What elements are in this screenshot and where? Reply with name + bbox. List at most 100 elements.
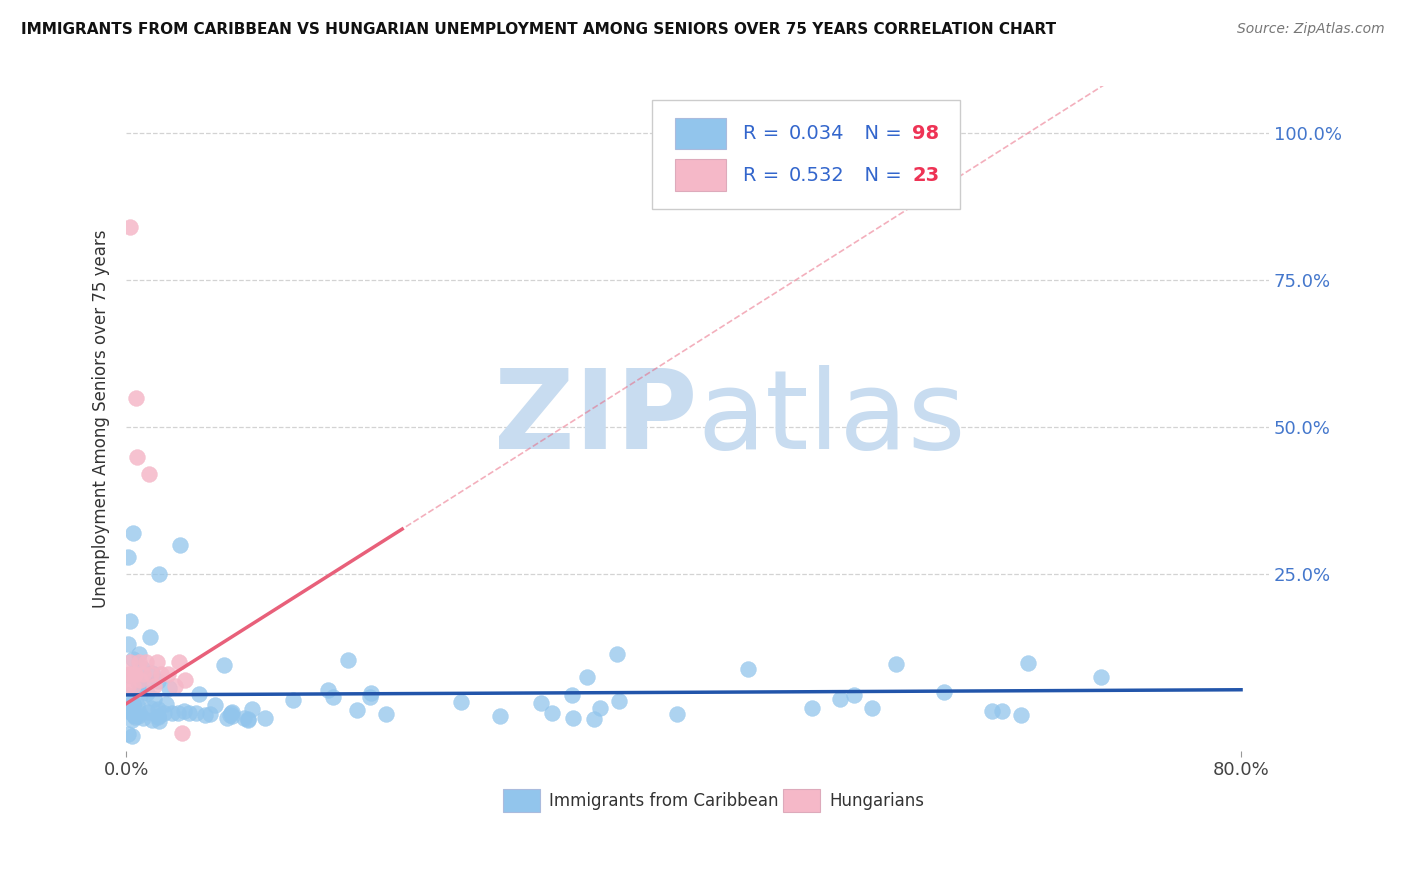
Point (141, 667, 163, 681)
Point (991, 704, 1014, 718)
Point (842, 688, 865, 702)
Point (117, 688, 139, 702)
Point (118, 667, 141, 681)
Point (120, 704, 142, 718)
Point (860, 701, 883, 715)
Point (128, 656, 150, 670)
Point (136, 705, 159, 719)
Point (1010, 708, 1032, 723)
Point (160, 706, 183, 720)
Text: Immigrants from Caribbean: Immigrants from Caribbean (550, 792, 779, 810)
Text: 23: 23 (912, 166, 939, 185)
Point (606, 647, 628, 661)
Point (129, 673, 152, 687)
Point (125, 698, 148, 712)
Point (141, 714, 163, 728)
Point (146, 674, 169, 689)
Point (127, 709, 149, 723)
Point (238, 712, 260, 726)
Point (221, 709, 243, 723)
Point (129, 681, 152, 695)
Point (138, 467, 160, 482)
Point (167, 656, 190, 670)
Point (589, 701, 612, 715)
Text: atlas: atlas (697, 365, 966, 472)
Point (131, 710, 153, 724)
Point (489, 709, 512, 723)
Point (177, 706, 200, 720)
Point (121, 667, 143, 681)
Text: Hungarians: Hungarians (830, 792, 924, 810)
Point (173, 704, 195, 718)
Point (120, 220, 142, 235)
Point (169, 538, 191, 552)
Point (127, 675, 149, 690)
Point (173, 673, 195, 687)
Point (884, 657, 907, 672)
Point (318, 682, 340, 697)
Point (561, 711, 583, 725)
Point (374, 706, 396, 721)
Point (336, 652, 359, 666)
Point (122, 708, 145, 723)
Point (186, 706, 208, 720)
Point (167, 706, 190, 721)
Point (165, 679, 187, 693)
Point (122, 526, 145, 541)
Point (219, 706, 242, 720)
Point (135, 676, 157, 690)
Point (253, 711, 276, 725)
Point (576, 670, 599, 684)
Point (221, 705, 243, 719)
Text: R =: R = (744, 166, 786, 185)
Point (139, 630, 162, 644)
Point (359, 690, 381, 704)
Point (131, 661, 153, 675)
Point (148, 702, 170, 716)
Point (980, 704, 1002, 718)
Point (118, 615, 141, 629)
Point (117, 549, 139, 564)
Point (128, 647, 150, 661)
Point (194, 707, 217, 722)
Point (117, 637, 139, 651)
Point (198, 707, 221, 722)
Point (932, 685, 955, 699)
Point (122, 652, 145, 666)
FancyBboxPatch shape (503, 789, 540, 813)
Point (830, 692, 852, 706)
Point (143, 679, 166, 693)
Point (150, 667, 173, 681)
Point (450, 695, 472, 709)
FancyBboxPatch shape (675, 160, 725, 191)
Text: N =: N = (852, 124, 908, 143)
Point (530, 696, 553, 710)
Point (141, 665, 163, 680)
Point (120, 656, 142, 670)
Point (142, 692, 165, 706)
Point (322, 690, 344, 704)
Point (801, 701, 824, 715)
Point (117, 727, 139, 741)
Y-axis label: Unemployment Among Seniors over 75 years: Unemployment Among Seniors over 75 years (93, 229, 110, 607)
Point (118, 705, 141, 719)
Point (135, 656, 157, 670)
Point (607, 694, 630, 708)
Point (121, 698, 143, 712)
Point (148, 714, 170, 728)
Point (215, 711, 238, 725)
Point (360, 685, 382, 699)
Point (146, 710, 169, 724)
Text: 98: 98 (912, 124, 939, 143)
Point (232, 711, 254, 725)
Point (121, 696, 143, 710)
Point (666, 707, 689, 722)
Point (122, 707, 145, 722)
Point (281, 692, 304, 706)
Point (122, 679, 145, 693)
FancyBboxPatch shape (675, 118, 725, 150)
Point (153, 706, 176, 720)
Point (212, 657, 235, 672)
Point (242, 702, 264, 716)
Text: ZIP: ZIP (495, 365, 697, 472)
